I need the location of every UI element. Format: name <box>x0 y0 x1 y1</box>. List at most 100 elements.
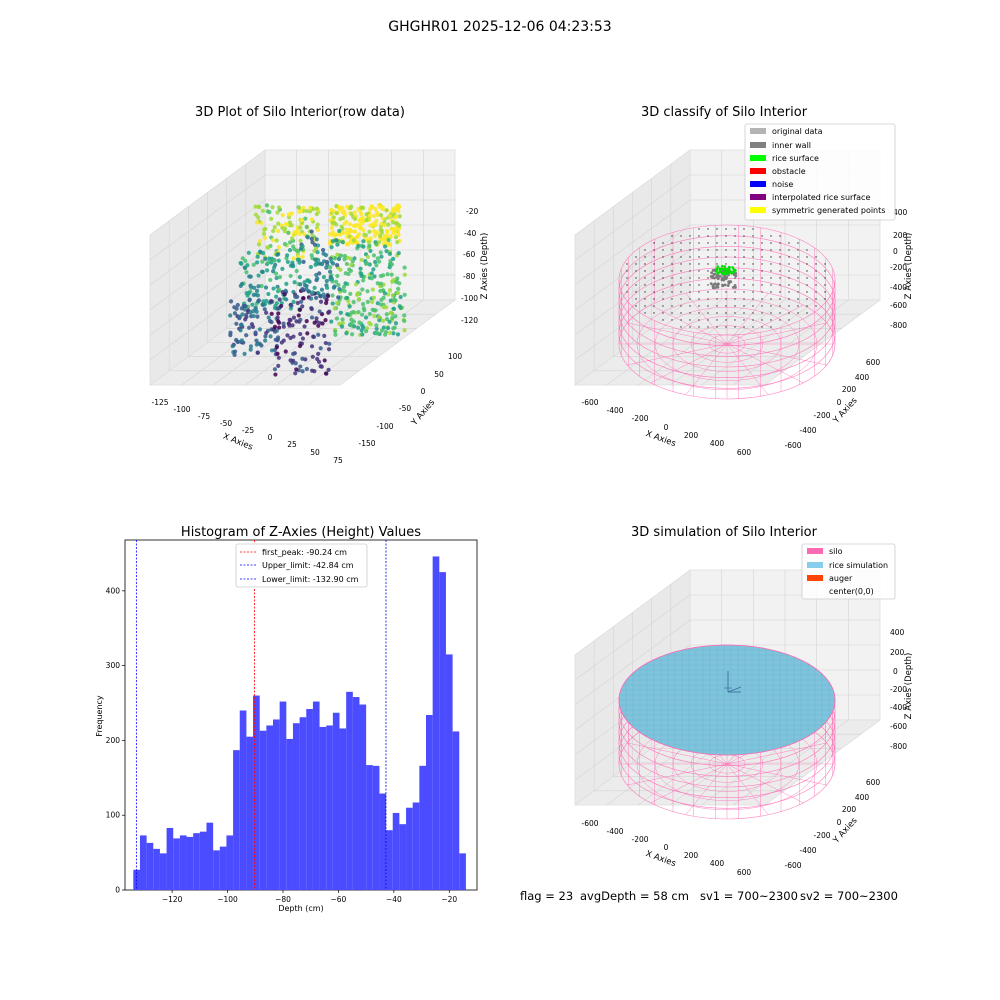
symmetric-point <box>788 319 790 321</box>
raw-point <box>238 328 243 333</box>
raw-point <box>251 292 256 297</box>
raw-point <box>384 208 389 213</box>
symmetric-point <box>743 263 745 265</box>
symmetric-point <box>698 270 700 272</box>
symmetric-point <box>707 263 709 265</box>
raw-point <box>256 273 261 278</box>
silo-floor-spoke <box>726 343 804 384</box>
raw-point <box>257 238 263 244</box>
symmetric-point <box>698 319 700 321</box>
symmetric-point <box>779 291 781 293</box>
raw-point <box>338 267 343 272</box>
symmetric-point <box>770 319 772 321</box>
symmetric-point <box>716 263 718 265</box>
symmetric-point <box>743 305 745 307</box>
raw-point <box>269 216 274 221</box>
raw-point <box>391 306 397 311</box>
inner-wall-point <box>709 282 713 286</box>
raw-point <box>306 278 311 283</box>
symmetric-point <box>743 284 745 286</box>
raw-3d-axes-box <box>148 149 457 386</box>
raw-point <box>310 354 315 359</box>
raw-point <box>340 240 345 245</box>
symmetric-point <box>797 256 799 258</box>
symmetric-point <box>743 277 745 279</box>
histogram-bar <box>266 725 274 890</box>
simulation-x-label: X Axies <box>644 849 677 869</box>
rice-surface-point <box>715 267 719 271</box>
symmetric-point <box>788 291 790 293</box>
raw-point <box>352 229 357 234</box>
symmetric-point <box>689 291 691 293</box>
raw-point <box>388 310 394 315</box>
classify-z-label: Z Axies (Depth) <box>904 233 914 300</box>
raw-point <box>319 262 325 267</box>
symmetric-point <box>662 256 664 258</box>
raw-point <box>276 363 281 369</box>
classify-z-tick: -800 <box>890 321 907 330</box>
symmetric-point <box>671 284 673 286</box>
histogram-panel: Histogram of Z-Axies (Height) Values −12… <box>95 525 478 913</box>
symmetric-point <box>734 319 736 321</box>
raw-point <box>393 235 399 240</box>
symmetric-point <box>734 298 736 300</box>
symmetric-point <box>779 319 781 321</box>
raw-point <box>357 218 362 223</box>
raw-point <box>313 262 318 267</box>
raw-point <box>340 215 346 221</box>
symmetric-point <box>788 277 790 279</box>
legend-swatch-interpolated <box>750 194 766 200</box>
symmetric-point <box>788 242 790 244</box>
raw-point <box>387 213 392 218</box>
histogram-bar <box>273 719 280 890</box>
raw-point <box>291 256 296 261</box>
classify-z-tick: 200 <box>893 231 908 240</box>
symmetric-point <box>671 291 673 293</box>
silo-floor-spoke <box>726 322 827 345</box>
raw-point <box>292 280 297 285</box>
legend-swatch-noise <box>750 181 766 187</box>
symmetric-point <box>725 291 727 293</box>
raw-point <box>259 269 265 274</box>
symmetric-point <box>644 249 646 251</box>
raw-point <box>248 347 253 352</box>
raw-point <box>277 287 282 292</box>
raw-point <box>391 297 397 302</box>
inner-wall-point <box>727 281 731 284</box>
raw-point <box>370 299 375 304</box>
symmetric-point <box>797 242 799 244</box>
symmetric-point <box>662 284 664 286</box>
raw-point <box>291 299 296 305</box>
raw-point <box>374 218 379 223</box>
symmetric-point <box>653 312 655 314</box>
symmetric-point <box>698 277 700 279</box>
symmetric-point <box>680 263 682 265</box>
symmetric-point <box>662 312 664 314</box>
symmetric-point <box>671 263 673 265</box>
symmetric-point <box>680 298 682 300</box>
rice-surface-point <box>724 270 728 273</box>
symmetric-point <box>770 277 772 279</box>
raw-point <box>298 238 303 243</box>
histogram-bar <box>312 701 320 890</box>
symmetric-point <box>644 291 646 293</box>
raw-point <box>298 282 303 287</box>
raw-point <box>281 324 286 329</box>
simulation-y-label: Y Axies <box>831 815 860 846</box>
raw-point <box>321 251 326 256</box>
symmetric-point <box>752 256 754 258</box>
raw-point <box>264 310 269 315</box>
raw-point <box>385 325 391 331</box>
symmetric-point <box>779 249 781 251</box>
symmetric-point <box>752 305 754 307</box>
rice-surface-point <box>717 271 720 275</box>
raw-point <box>248 310 253 315</box>
histogram-bar <box>306 709 313 890</box>
symmetric-point <box>779 242 781 244</box>
raw-point <box>244 270 249 275</box>
raw-point <box>297 231 302 237</box>
classify-legend-frame <box>744 123 896 221</box>
symmetric-point <box>626 277 628 279</box>
raw-point <box>379 328 385 333</box>
raw-point <box>396 250 401 256</box>
